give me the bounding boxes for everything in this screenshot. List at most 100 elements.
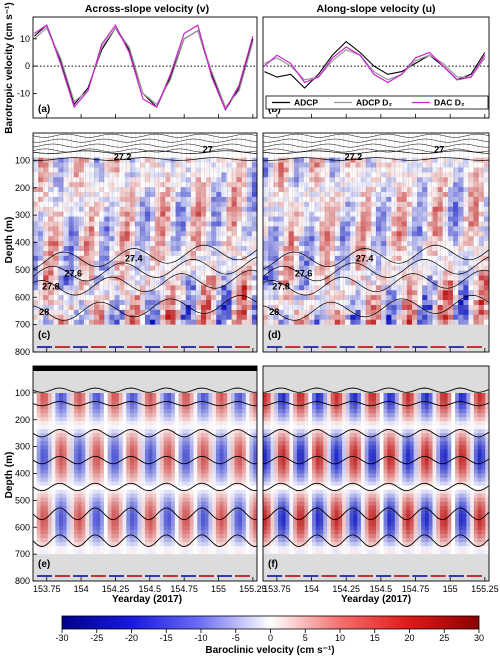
heat-cell — [324, 241, 331, 247]
heat-cell — [94, 206, 100, 213]
heat-cell — [63, 246, 70, 252]
heat-cell — [122, 521, 127, 527]
heat-cell — [81, 477, 86, 482]
heat-cell — [159, 457, 165, 462]
heat-cell — [478, 246, 485, 252]
heat-cell — [201, 236, 207, 242]
heat-cell — [155, 206, 161, 213]
heat-cell — [150, 280, 156, 286]
heat-cell — [437, 300, 444, 306]
heat-cell — [278, 196, 284, 203]
heat-cell — [89, 231, 95, 237]
heat-cell — [107, 497, 112, 503]
heat-cell — [391, 221, 397, 227]
heat-cell — [124, 187, 131, 193]
heat-cell — [298, 157, 305, 163]
heat-cell — [468, 255, 474, 262]
heat-cell — [55, 417, 60, 422]
heat-cell — [432, 280, 439, 286]
heat-cell — [126, 461, 131, 466]
heat-cell — [53, 201, 59, 208]
heat-cell — [103, 481, 109, 486]
heat-cell — [139, 255, 146, 262]
heat-cell — [422, 167, 428, 173]
heat-cell — [201, 226, 207, 232]
heat-cell — [77, 493, 82, 499]
heat-cell — [401, 241, 408, 247]
heat-cell — [185, 157, 192, 163]
heat-cell — [96, 421, 101, 426]
heat-cell — [170, 275, 176, 281]
heat-cell — [152, 533, 157, 539]
heat-cell — [396, 216, 403, 222]
heat-cell — [427, 216, 433, 222]
heat-cell — [92, 493, 97, 499]
heat-cell — [236, 192, 243, 198]
heat-cell — [314, 236, 320, 242]
heat-cell — [442, 162, 449, 168]
heat-cell — [124, 246, 131, 252]
heat-cell — [77, 400, 82, 406]
heat-cell — [437, 162, 444, 168]
heat-cell — [478, 231, 485, 237]
heat-cell — [206, 157, 212, 163]
heat-cell — [185, 246, 192, 252]
heat-cell — [137, 521, 142, 527]
heat-cell — [195, 157, 202, 163]
heat-cell — [104, 231, 110, 237]
heat-cell — [36, 437, 41, 442]
heat-cell — [422, 236, 428, 242]
heat-cell — [288, 290, 295, 296]
heat-cell — [68, 270, 75, 276]
heat-cell — [148, 517, 153, 523]
heat-cell — [159, 513, 165, 519]
heat-cell — [111, 481, 116, 486]
heat-cell — [137, 396, 142, 402]
heat-cell — [283, 260, 290, 267]
heat-cell — [190, 192, 197, 198]
heat-cell — [141, 453, 146, 458]
heat-cell — [141, 485, 146, 491]
heat-cell — [126, 421, 131, 426]
heat-cell — [314, 201, 320, 208]
heat-cell — [376, 319, 382, 326]
heat-cell — [62, 497, 67, 503]
heat-cell — [47, 445, 53, 450]
heat-cell — [118, 546, 123, 551]
heat-cell — [119, 162, 126, 168]
heat-cell — [201, 260, 207, 267]
heat-cell — [145, 177, 151, 183]
heat-cell — [118, 550, 123, 555]
heat-cell — [33, 489, 38, 495]
heat-cell — [391, 246, 397, 252]
heat-cell — [68, 162, 75, 168]
heat-cell — [345, 285, 351, 291]
heat-cell — [51, 513, 56, 519]
heat-cell — [58, 275, 64, 281]
heat-cell — [193, 497, 198, 503]
heat-cell — [406, 270, 413, 276]
heat-cell — [63, 280, 70, 286]
heat-cell — [107, 404, 112, 410]
heat-cell — [201, 201, 207, 208]
heat-cell — [283, 231, 290, 237]
heat-cell — [55, 521, 60, 527]
heat-cell — [175, 236, 182, 242]
heat-cell — [478, 187, 485, 193]
heat-cell — [483, 270, 490, 276]
heat-cell — [33, 177, 39, 183]
heat-cell — [350, 201, 356, 208]
heat-cell — [268, 167, 274, 173]
heat-cell — [85, 449, 90, 454]
heat-cell — [231, 157, 238, 163]
heat-cell — [304, 192, 310, 198]
heat-cell — [58, 241, 64, 247]
heat-cell — [226, 260, 232, 267]
heat-cell — [96, 453, 101, 458]
heat-cell — [33, 216, 39, 222]
heat-cell — [195, 275, 202, 281]
heat-cell — [150, 187, 156, 193]
heat-cell — [96, 477, 101, 482]
heat-cell — [458, 285, 464, 291]
heat-cell — [483, 211, 490, 217]
